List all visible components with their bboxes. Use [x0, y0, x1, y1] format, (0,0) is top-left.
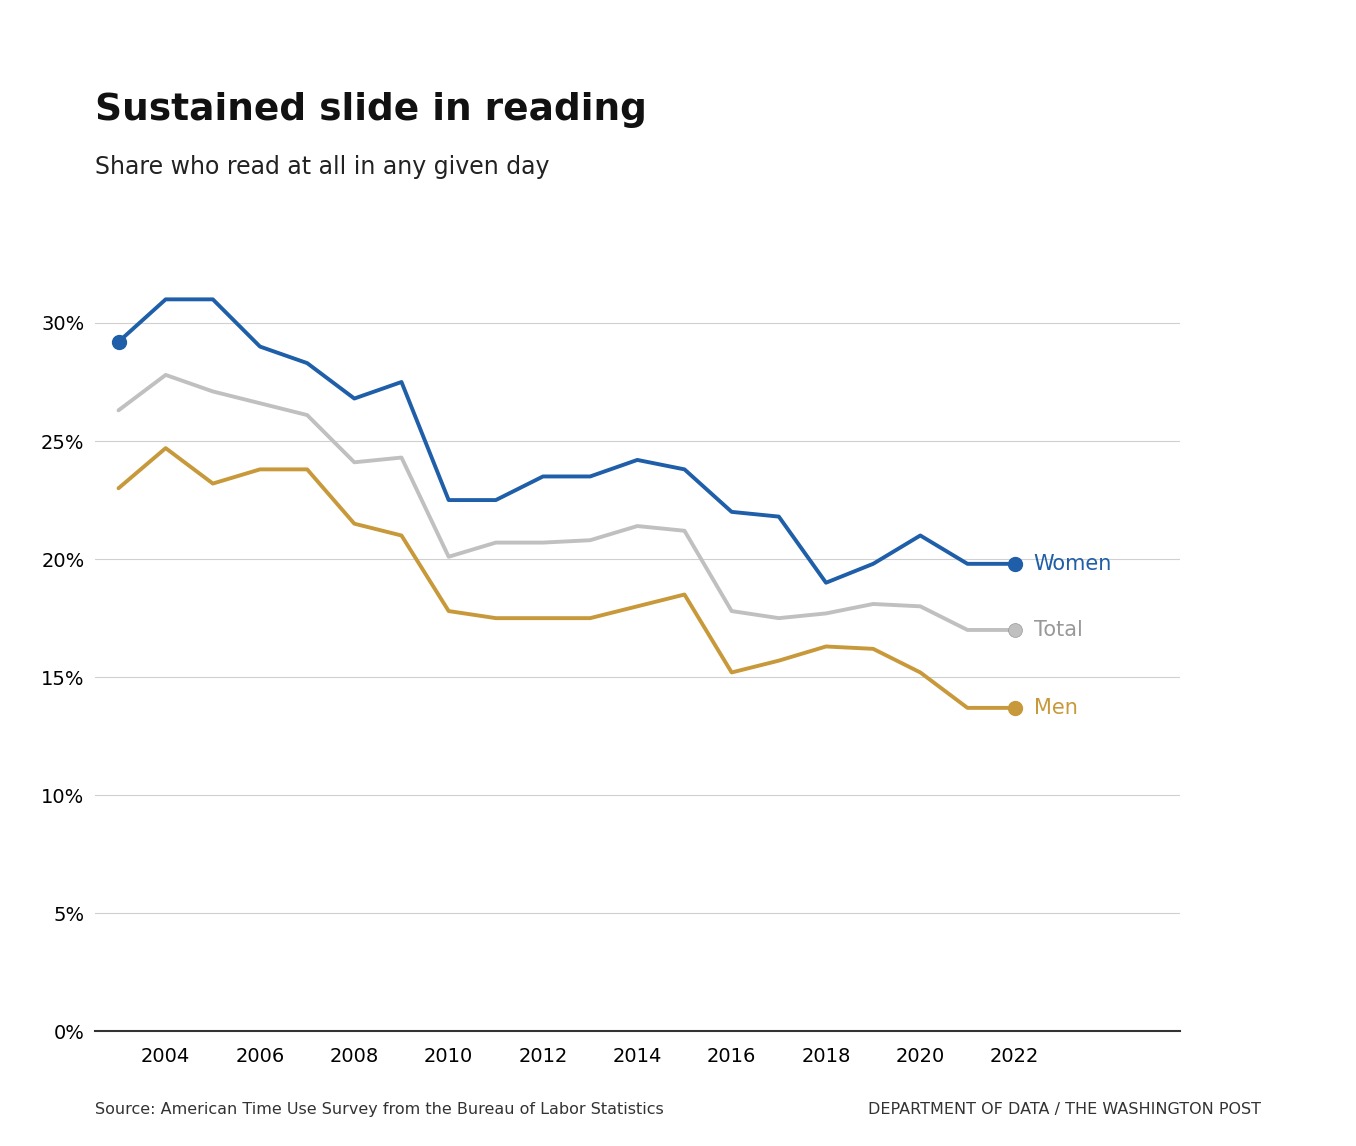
Text: Source: American Time Use Survey from the Bureau of Labor Statistics: Source: American Time Use Survey from th… — [95, 1102, 663, 1117]
Text: Women: Women — [1033, 554, 1112, 574]
Text: Men: Men — [1033, 698, 1078, 717]
Text: Share who read at all in any given day: Share who read at all in any given day — [95, 155, 549, 179]
Text: Total: Total — [1033, 620, 1082, 639]
Text: DEPARTMENT OF DATA / THE WASHINGTON POST: DEPARTMENT OF DATA / THE WASHINGTON POST — [868, 1102, 1261, 1117]
Text: Sustained slide in reading: Sustained slide in reading — [95, 92, 647, 127]
